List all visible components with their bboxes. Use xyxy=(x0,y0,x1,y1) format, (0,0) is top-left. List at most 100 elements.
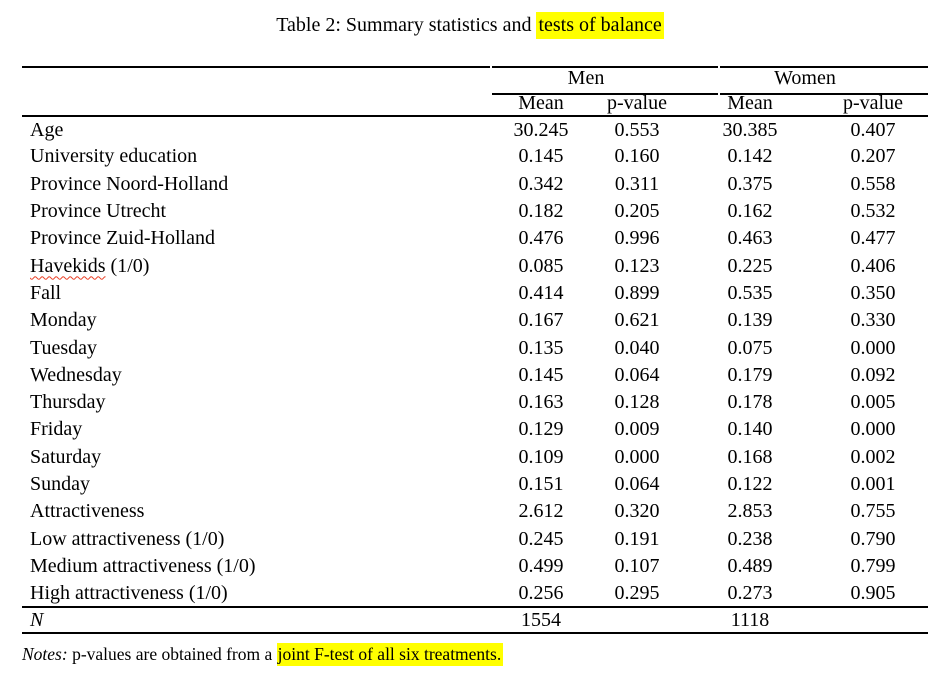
men-pvalue-cell: 0.191 xyxy=(614,527,660,550)
table-row: Low attractiveness (1/0) 0.245 0.191 0.2… xyxy=(22,525,928,552)
men-mean-cell: 0.151 xyxy=(518,473,564,495)
men-pvalue-cell: 0.040 xyxy=(614,336,660,359)
table-row: Province Utrecht 0.182 0.205 0.162 0.532 xyxy=(22,198,928,225)
women-cmidrule xyxy=(720,93,928,95)
men-cmidrule xyxy=(492,93,718,95)
men-mean-cell: 2.612 xyxy=(518,500,564,523)
table-row: Medium attractiveness (1/0) 0.499 0.107 … xyxy=(22,553,928,580)
row-label: Attractiveness xyxy=(30,500,145,523)
women-mean-cell: 0.535 xyxy=(727,281,773,304)
table-row: High attractiveness (1/0) 0.256 0.295 0.… xyxy=(22,580,928,607)
row-label: Tuesday xyxy=(30,336,98,359)
table-row: Thursday 0.163 0.128 0.178 0.005 xyxy=(22,389,928,416)
men-pvalue-cell: 0.295 xyxy=(614,581,660,604)
men-mean-cell: 30.245 xyxy=(513,118,569,141)
row-label: Saturday xyxy=(30,445,102,468)
women-pvalue-cell: 0.002 xyxy=(850,445,896,468)
women-mean-cell: 0.179 xyxy=(727,363,773,386)
row-label: Province Noord-Holland xyxy=(30,172,229,195)
men-mean-cell: 0.245 xyxy=(518,527,564,550)
men-pvalue-cell: 0.128 xyxy=(614,391,660,414)
women-pvalue-cell: 0.207 xyxy=(850,145,896,168)
men-mean-cell: 0.414 xyxy=(518,281,564,304)
row-label: Havekids (1/0) xyxy=(30,254,150,277)
table-row: Tuesday 0.135 0.040 0.075 0.000 xyxy=(22,334,928,361)
women-pvalue-cell: 0.406 xyxy=(850,254,896,277)
caption-text: Table 2: Summary statistics and xyxy=(276,14,537,36)
women-pvalue-cell: 0.799 xyxy=(850,554,896,577)
notes-label: Notes: xyxy=(22,644,68,665)
men-mean-cell: 0.145 xyxy=(518,363,564,386)
row-label: Wednesday xyxy=(30,363,122,386)
table-notes: Notes: p-values are obtained from a join… xyxy=(22,642,940,667)
men-pvalue-cell: 0.311 xyxy=(614,172,660,195)
women-mean-cell: 30.385 xyxy=(722,118,778,141)
women-mean-cell: 0.122 xyxy=(727,473,773,495)
women-pvalue-cell: 0.000 xyxy=(850,336,896,359)
sub-header-row: Mean p-value Mean p-value xyxy=(22,91,929,117)
women-pvalue-cell: 0.532 xyxy=(850,200,896,223)
men-mean-cell: 0.135 xyxy=(518,336,564,359)
women-mean-cell: 0.142 xyxy=(727,145,773,168)
men-mean-cell: 0.342 xyxy=(518,172,564,195)
row-label: Monday xyxy=(30,309,97,332)
women-group-header: Women xyxy=(774,67,836,89)
men-pvalue-cell: 0.000 xyxy=(614,445,660,468)
men-n-empty-cell xyxy=(592,606,683,635)
table-row: Saturday 0.109 0.000 0.168 0.002 xyxy=(22,444,928,471)
women-mean-cell: 0.075 xyxy=(727,336,773,359)
men-mean-cell: 0.163 xyxy=(518,391,564,414)
men-mean-cell: 0.476 xyxy=(518,227,564,250)
top-rule-women-segment xyxy=(720,66,928,68)
men-mean-cell: 0.109 xyxy=(518,445,564,468)
table-row: Wednesday 0.145 0.064 0.179 0.092 xyxy=(22,362,928,389)
men-mean-cell: 0.129 xyxy=(518,418,564,441)
women-pvalue-cell: 0.905 xyxy=(850,581,896,604)
row-label: Fall xyxy=(30,281,62,304)
table-body: Age 30.245 0.553 30.385 0.407 University… xyxy=(22,116,928,607)
row-label: Thursday xyxy=(30,391,106,414)
men-mean-cell: 0.085 xyxy=(518,254,564,277)
document-page: { "colors": { "background": "#ffffff", "… xyxy=(0,12,940,689)
stub-subheader-cell xyxy=(22,91,490,117)
top-rule-stub-segment xyxy=(22,66,490,68)
group-header-row: Men Women xyxy=(22,66,928,91)
women-pvalue-cell: 0.407 xyxy=(850,118,896,141)
men-pvalue-cell: 0.899 xyxy=(614,281,660,304)
women-n-value: 1118 xyxy=(682,606,819,635)
table-row: Friday 0.129 0.009 0.140 0.000 xyxy=(22,416,928,443)
men-n-value: 1554 xyxy=(490,606,592,635)
summary-table-wrapper: Men Women Mean p-value Mean p-value Age … xyxy=(22,66,929,635)
men-pvalue-cell: 0.621 xyxy=(614,309,660,332)
women-mean-cell: 0.463 xyxy=(727,227,773,250)
notes-highlighted-text: joint F-test of all six treatments. xyxy=(276,643,504,667)
table-row: Havekids (1/0) 0.085 0.123 0.225 0.406 xyxy=(22,252,928,279)
women-n-empty-cell xyxy=(818,606,929,635)
women-mean-cell: 0.162 xyxy=(727,200,773,223)
men-pvalue-header: p-value xyxy=(592,91,683,117)
row-label: Friday xyxy=(30,418,83,441)
table-row: Sunday 0.151 0.064 0.122 0.001 xyxy=(22,471,928,498)
women-mean-cell: 2.853 xyxy=(727,500,773,523)
row-label: Province Utrecht xyxy=(30,200,167,223)
stub-header-cell xyxy=(22,66,490,91)
women-pvalue-cell: 0.330 xyxy=(850,309,896,332)
table-row: Age 30.245 0.553 30.385 0.407 xyxy=(22,116,928,143)
table-row: Province Noord-Holland 0.342 0.311 0.375… xyxy=(22,171,928,198)
table-caption: Table 2: Summary statistics and tests of… xyxy=(0,12,940,39)
spellcheck-squiggle-word: Havekids xyxy=(30,254,106,277)
women-mean-cell: 0.489 xyxy=(727,554,773,577)
men-mean-cell: 0.256 xyxy=(518,581,564,604)
men-pvalue-cell: 0.107 xyxy=(614,554,660,577)
notes-text: p-values are obtained from a xyxy=(67,644,277,665)
women-pvalue-cell: 0.000 xyxy=(850,418,896,441)
women-mean-cell: 0.225 xyxy=(727,254,773,277)
women-pvalue-cell: 0.790 xyxy=(850,527,896,550)
women-pvalue-cell: 0.477 xyxy=(850,227,896,250)
men-pvalue-cell: 0.320 xyxy=(614,500,660,523)
men-pvalue-cell: 0.123 xyxy=(614,254,660,277)
table-row: Attractiveness 2.612 0.320 2.853 0.755 xyxy=(22,498,928,525)
women-pvalue-cell: 0.005 xyxy=(850,391,896,414)
n-label: N xyxy=(22,606,490,635)
women-mean-cell: 0.178 xyxy=(727,391,773,414)
